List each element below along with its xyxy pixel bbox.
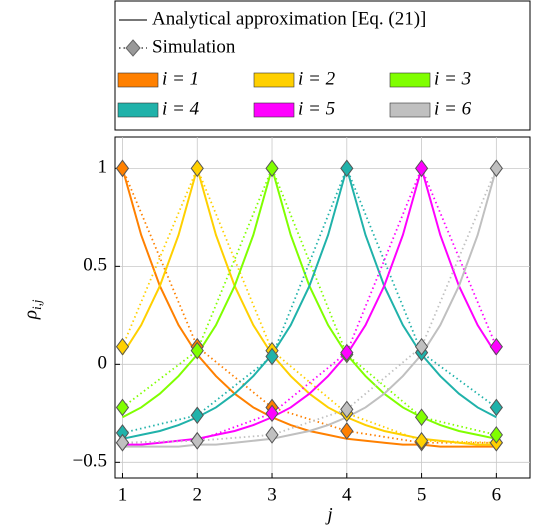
y-axis-label-sub: i,j: [29, 299, 44, 310]
legend-swatch: [253, 102, 295, 118]
simulation-line: [121, 168, 497, 444]
x-tick-label: 5: [417, 484, 427, 505]
legend-simulation-marker: [125, 39, 141, 57]
simulation-line: [122, 168, 498, 444]
legend-label: i = 4: [162, 98, 200, 119]
y-tick-label: −0.5: [73, 451, 107, 472]
simulation-marker: [115, 398, 130, 417]
simulation-marker: [190, 431, 204, 450]
simulation-marker: [265, 404, 279, 423]
simulation-marker: [414, 159, 429, 178]
simulation-line: [122, 166, 498, 444]
legend-swatch: [389, 72, 431, 88]
simulation-marker: [489, 159, 503, 178]
simulation-marker: [115, 433, 130, 452]
legend-analytic-label: Analytical approximation [Eq. (21)]: [152, 8, 426, 29]
y-tick-label: 0: [98, 353, 108, 374]
legend-label: i = 3: [434, 68, 471, 89]
simulation-marker: [489, 398, 503, 417]
simulation-marker: [115, 337, 130, 356]
legend-label: i = 2: [298, 68, 336, 89]
legend-swatch: [253, 72, 295, 88]
simulation-marker: [190, 406, 204, 425]
simulation-marker: [190, 341, 204, 360]
simulation-marker: [265, 426, 279, 444]
legend-label: i = 1: [162, 68, 199, 89]
simulation-line: [122, 165, 497, 434]
simulation-marker: [489, 426, 503, 444]
analytic-line: [122, 164, 498, 446]
simulation-marker: [265, 347, 279, 366]
simulation-marker: [115, 159, 130, 178]
simulation-marker: [190, 159, 204, 178]
y-axis-label-main: ρ: [20, 310, 41, 320]
legend-swatch: [117, 72, 159, 88]
analytic-line: [122, 164, 497, 440]
simulation-marker: [414, 408, 429, 427]
analytic-line: [122, 168, 498, 448]
legend-swatch: [389, 102, 431, 118]
legend-label: i = 5: [298, 98, 335, 119]
x-tick-label: 3: [267, 484, 277, 505]
simulation-marker: [414, 431, 429, 450]
simulation-marker: [265, 159, 279, 178]
analytic-line: [122, 164, 497, 440]
analytic-line: [121, 164, 497, 446]
x-tick-label: 1: [118, 484, 128, 505]
simulation-marker: [489, 337, 503, 356]
simulation-marker: [340, 159, 354, 178]
y-axis-label: ρ i,j: [20, 299, 44, 320]
legend-label: i = 6: [434, 98, 472, 119]
analytic-line: [121, 168, 497, 448]
simulation-marker: [340, 400, 354, 419]
y-tick-label: 0.5: [83, 255, 107, 276]
simulation-marker: [414, 337, 429, 356]
y-tick-label: 1: [98, 157, 108, 178]
x-tick-label: 4: [342, 484, 352, 505]
legend-swatch: [117, 102, 159, 118]
simulation-marker: [340, 422, 354, 440]
x-tick-label: 6: [492, 484, 502, 505]
legend-box: [114, 0, 531, 131]
x-tick-label: 2: [193, 484, 203, 505]
simulation-marker: [340, 343, 354, 362]
legend-simulation-label: Simulation: [152, 36, 236, 57]
x-axis-label: j: [324, 504, 332, 525]
plot-frame: [114, 136, 531, 479]
simulation-line: [121, 166, 497, 444]
